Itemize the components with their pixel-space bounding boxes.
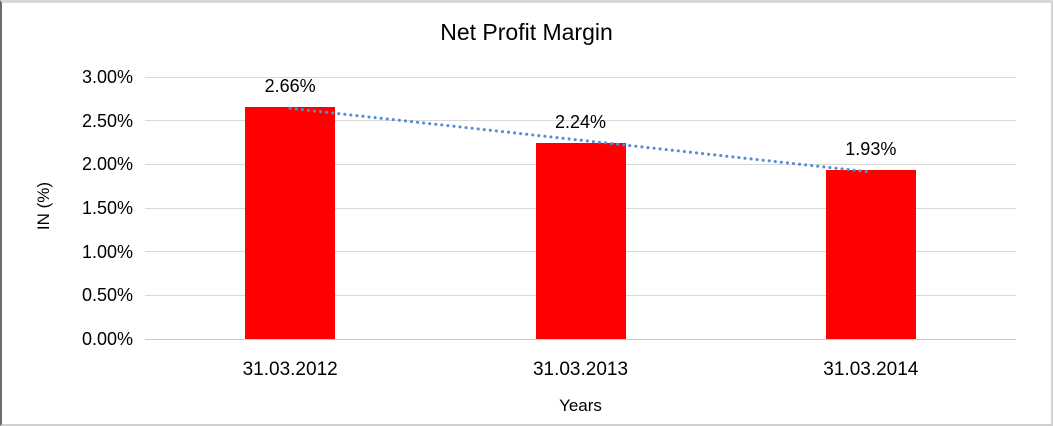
y-tick-label: 0.50% [81, 285, 133, 306]
x-category-label: 31.03.2014 [823, 359, 919, 380]
plot-area: 2.66% 2.24% 1.93% [145, 75, 1016, 340]
trendline-path [288, 106, 873, 174]
gridline [145, 120, 1016, 122]
y-tick-label: 2.50% [81, 110, 133, 131]
x-category-label: 31.03.2012 [242, 359, 338, 380]
x-axis-title: Years [559, 396, 602, 415]
gridline [145, 76, 1016, 78]
y-tick-label: 1.00% [81, 241, 133, 262]
bar [535, 143, 626, 339]
x-category-label: 31.03.2013 [532, 359, 629, 380]
y-tick-label: 1.50% [81, 198, 133, 218]
bar-value-label: 2.66% [264, 75, 316, 96]
y-tick-label: 2.00% [81, 154, 133, 175]
chart-title: Net Profit Margin [440, 19, 613, 45]
trendline [288, 106, 873, 174]
bar-value-label: 1.93% [845, 139, 897, 160]
y-tick-label: 3.00% [81, 67, 133, 87]
bar [245, 106, 336, 339]
bar [825, 170, 916, 339]
bar-value-label: 2.24% [554, 112, 607, 133]
gridline [145, 338, 1016, 340]
y-tick-label: 0.00% [81, 329, 133, 349]
